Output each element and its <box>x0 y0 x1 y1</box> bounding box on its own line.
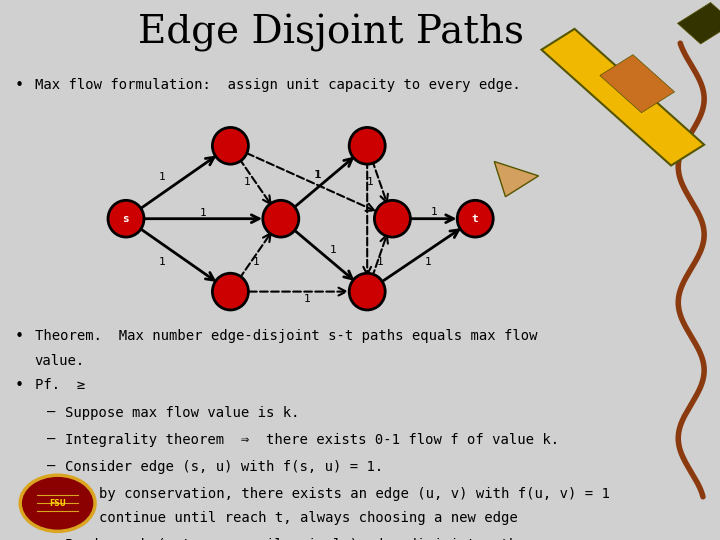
Text: –: – <box>47 433 55 447</box>
Ellipse shape <box>349 273 385 310</box>
Text: –: – <box>47 406 55 420</box>
Text: 1: 1 <box>374 214 381 224</box>
Text: 1: 1 <box>159 256 166 267</box>
Text: Suppose max flow value is k.: Suppose max flow value is k. <box>65 406 300 420</box>
Text: 1: 1 <box>377 257 383 267</box>
Text: Pf.  ≥: Pf. ≥ <box>35 378 85 392</box>
Text: Edge Disjoint Paths: Edge Disjoint Paths <box>138 14 524 51</box>
Text: 1: 1 <box>329 245 336 255</box>
Polygon shape <box>678 3 720 44</box>
Text: •: • <box>83 511 90 524</box>
Text: •: • <box>14 78 24 93</box>
Text: 1: 1 <box>252 256 259 267</box>
Text: 1: 1 <box>314 170 320 180</box>
Text: •: • <box>14 378 24 393</box>
Text: –: – <box>47 538 55 540</box>
Text: s: s <box>122 214 130 224</box>
Ellipse shape <box>212 127 248 164</box>
Text: 1: 1 <box>315 170 322 180</box>
Text: •: • <box>83 487 90 500</box>
Polygon shape <box>600 55 675 113</box>
Text: 1: 1 <box>366 177 373 187</box>
Text: –: – <box>47 460 55 474</box>
Text: 1: 1 <box>304 294 311 304</box>
Text: FSU: FSU <box>49 499 66 508</box>
Text: 1: 1 <box>243 177 251 187</box>
Ellipse shape <box>349 127 385 164</box>
Text: 1: 1 <box>159 172 166 182</box>
Text: •: • <box>14 329 24 345</box>
Text: 1: 1 <box>425 256 432 267</box>
Text: t: t <box>472 214 479 224</box>
Ellipse shape <box>108 200 144 237</box>
Ellipse shape <box>457 200 493 237</box>
Ellipse shape <box>374 200 410 237</box>
Text: value.: value. <box>35 354 85 368</box>
Polygon shape <box>541 29 704 166</box>
Text: 1: 1 <box>431 207 437 217</box>
Text: Consider edge (s, u) with f(s, u) = 1.: Consider edge (s, u) with f(s, u) = 1. <box>65 460 383 474</box>
Circle shape <box>20 475 95 531</box>
Ellipse shape <box>212 273 248 310</box>
Text: 1: 1 <box>200 208 207 218</box>
Polygon shape <box>494 161 539 197</box>
Text: continue until reach t, always choosing a new edge: continue until reach t, always choosing … <box>99 511 518 525</box>
Text: Integrality theorem  ⇒  there exists 0-1 flow f of value k.: Integrality theorem ⇒ there exists 0-1 f… <box>65 433 559 447</box>
Text: Produces k (not necessarily simple) edge-disjoint paths.    ▪: Produces k (not necessarily simple) edge… <box>65 538 576 540</box>
Text: Theorem.  Max number edge-disjoint s-t paths equals max flow: Theorem. Max number edge-disjoint s-t pa… <box>35 329 537 343</box>
Ellipse shape <box>263 200 299 237</box>
Text: by conservation, there exists an edge (u, v) with f(u, v) = 1: by conservation, there exists an edge (u… <box>99 487 611 501</box>
Text: Max flow formulation:  assign unit capacity to every edge.: Max flow formulation: assign unit capaci… <box>35 78 521 92</box>
